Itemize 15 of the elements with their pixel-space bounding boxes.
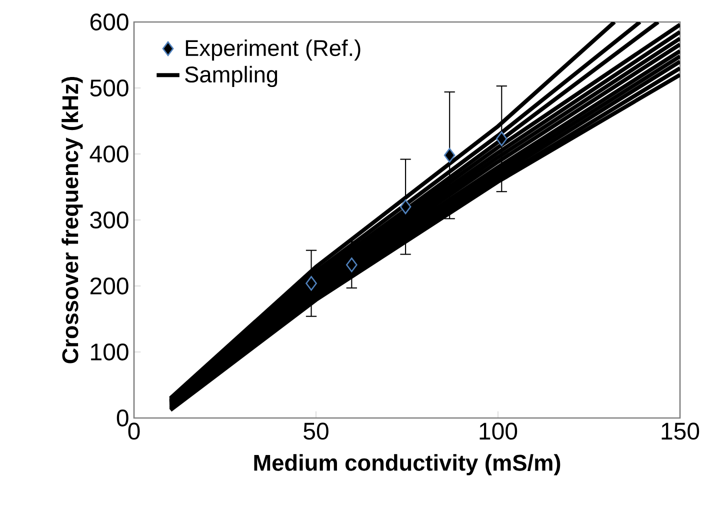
x-tick-label: 50 — [304, 422, 328, 440]
legend-label: Experiment (Ref.) — [186, 39, 360, 61]
x-tick-label: 0 — [128, 422, 140, 440]
y-tick-label: 300 — [90, 211, 128, 228]
legend-label: Sampling — [185, 66, 278, 88]
y-tick-label: 500 — [90, 79, 128, 96]
x-axis-title: Medium conductivity (mS/m) — [254, 454, 560, 476]
y-tick-label: 100 — [91, 343, 128, 360]
y-axis-title: Crossover frequency (kHz) — [62, 76, 83, 364]
y-tick-label: 200 — [90, 277, 128, 294]
x-tick-label: 100 — [480, 422, 518, 440]
y-tick-label: 400 — [90, 145, 128, 162]
x-tick-label: 150 — [662, 422, 700, 440]
y-tick-label: 600 — [90, 13, 128, 30]
y-tick-label: 0 — [116, 409, 128, 426]
